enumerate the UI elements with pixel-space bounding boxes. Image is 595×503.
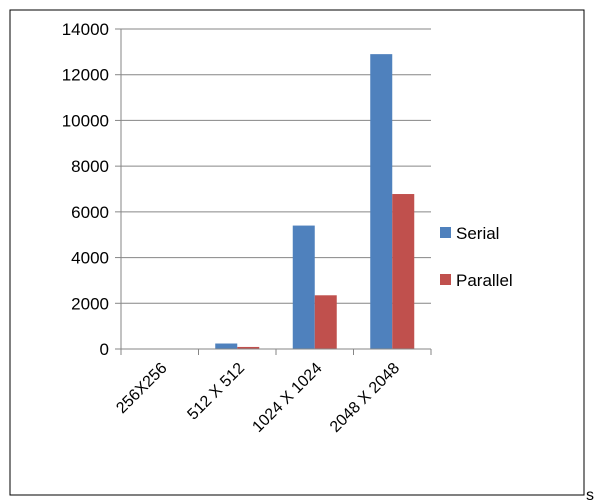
legend-label-serial: Serial xyxy=(456,224,499,243)
y-tick-labels: 0 2000 4000 6000 8000 10000 12000 14000 xyxy=(62,20,109,359)
y-tick-label: 8000 xyxy=(71,157,109,176)
bar-serial-1 xyxy=(215,343,238,349)
legend-label-parallel: Parallel xyxy=(456,271,513,290)
y-tick-label: 12000 xyxy=(62,66,109,85)
axes xyxy=(120,29,432,355)
bar-parallel-2 xyxy=(314,295,337,349)
legend-swatch-serial xyxy=(440,227,451,238)
y-tick-label: 2000 xyxy=(71,294,109,313)
legend: Serial Parallel xyxy=(440,224,513,290)
y-tick-label: 14000 xyxy=(62,20,109,39)
y-tick-label: 10000 xyxy=(62,111,109,130)
bar-serial-2 xyxy=(292,225,315,349)
bars xyxy=(215,54,415,350)
bar-parallel-1 xyxy=(237,346,260,349)
y-tick-label: 4000 xyxy=(71,249,109,268)
bar-serial-3 xyxy=(370,54,393,350)
legend-swatch-parallel xyxy=(440,274,451,285)
stray-text: s xyxy=(586,487,594,503)
y-tick-label: 0 xyxy=(100,340,109,359)
bar-parallel-3 xyxy=(392,194,415,349)
y-tick-label: 6000 xyxy=(71,203,109,222)
